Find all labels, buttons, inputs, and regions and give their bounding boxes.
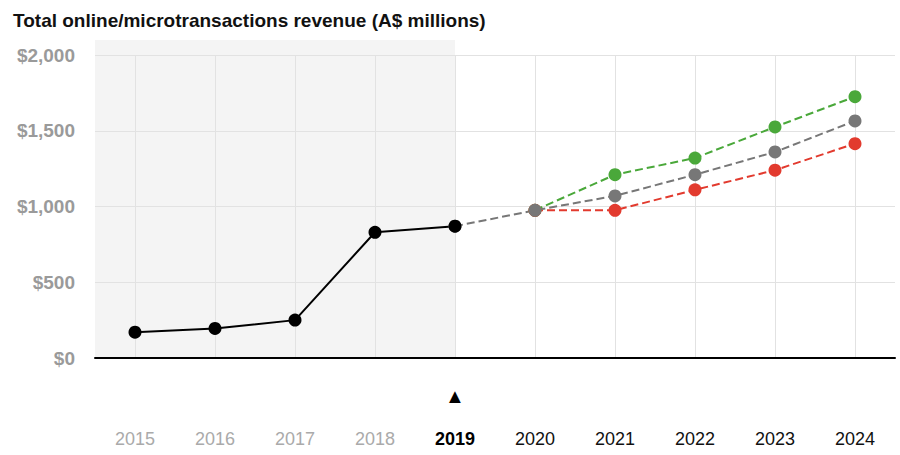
svg-text:$1,000: $1,000: [17, 196, 75, 217]
svg-text:$0: $0: [54, 348, 75, 369]
svg-text:$2,000: $2,000: [17, 45, 75, 66]
svg-text:2019: 2019: [435, 429, 475, 449]
svg-text:2016: 2016: [195, 429, 235, 449]
svg-text:$1,500: $1,500: [17, 120, 75, 141]
svg-text:2022: 2022: [675, 429, 715, 449]
svg-text:2020: 2020: [515, 429, 555, 449]
svg-text:2018: 2018: [355, 429, 395, 449]
svg-text:2015: 2015: [115, 429, 155, 449]
svg-text:2023: 2023: [755, 429, 795, 449]
svg-text:$500: $500: [33, 272, 75, 293]
svg-text:2021: 2021: [595, 429, 635, 449]
svg-text:2017: 2017: [275, 429, 315, 449]
svg-text:▲: ▲: [445, 385, 465, 407]
svg-text:2024: 2024: [835, 429, 875, 449]
svg-text:Total online/microtransactions: Total online/microtransactions revenue (…: [13, 10, 486, 31]
